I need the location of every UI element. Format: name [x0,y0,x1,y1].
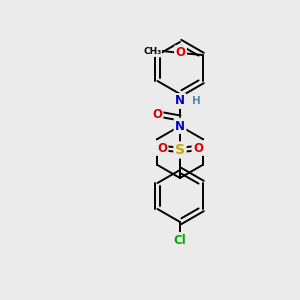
Text: H: H [192,96,201,106]
Text: N: N [175,94,185,107]
Text: O: O [152,107,162,121]
Text: O: O [176,46,185,59]
Text: S: S [175,143,185,157]
Text: O: O [193,142,203,154]
Text: CH₃: CH₃ [143,47,161,56]
Text: N: N [175,119,185,133]
Text: Cl: Cl [174,233,186,247]
Text: O: O [157,142,167,154]
